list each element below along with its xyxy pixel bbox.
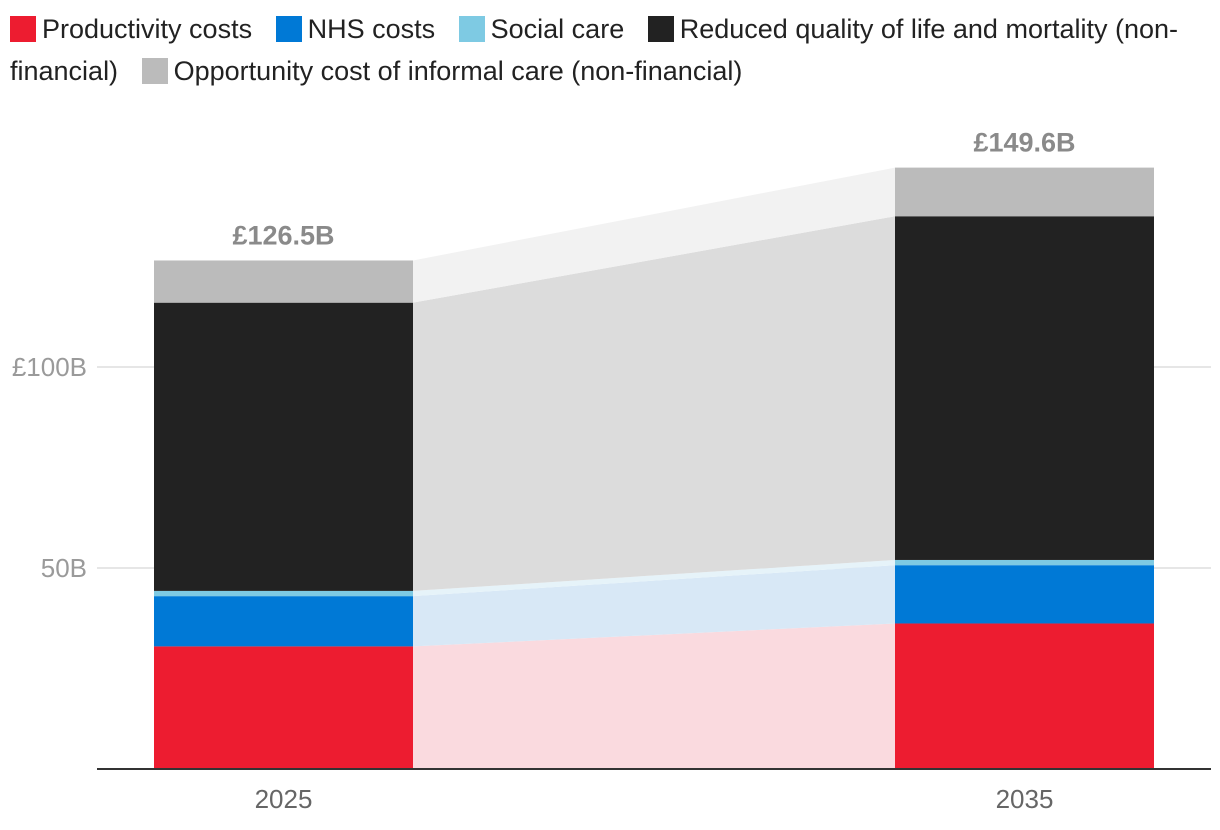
connector-bands bbox=[413, 167, 895, 769]
legend-item-social-care: Social care bbox=[458, 14, 641, 44]
band-social-care bbox=[413, 559, 895, 597]
legend-swatch-productivity bbox=[10, 16, 36, 42]
legend-swatch-social-care bbox=[458, 16, 485, 42]
legend-item-productivity: Productivity costs bbox=[10, 14, 268, 44]
y-tick-label-100: £100B bbox=[12, 352, 87, 382]
x-tick-label-2025: 2025 bbox=[255, 784, 313, 814]
legend-label-informal-care: Opportunity cost of informal care (non-f… bbox=[173, 56, 743, 86]
legend-swatch-nhs bbox=[275, 16, 302, 42]
band-informal-care bbox=[413, 167, 895, 303]
legend-swatch-quality-of-life bbox=[647, 16, 674, 42]
legend-label-quality-of-life: Reduced quality of life and mortality (n… bbox=[10, 14, 1178, 86]
legend-item-quality-of-life: Reduced quality of life and mortality (n… bbox=[10, 14, 1178, 86]
bar-2035-social-care bbox=[895, 559, 1154, 566]
legend-label-productivity: Productivity costs bbox=[42, 14, 253, 44]
bar-2035-nhs bbox=[895, 565, 1154, 624]
bar-2025-quality-of-life bbox=[154, 302, 413, 591]
bar-2025-productivity bbox=[154, 646, 413, 769]
total-label-2035: £149.6B bbox=[973, 128, 1075, 158]
band-productivity bbox=[413, 623, 895, 769]
band-quality-of-life bbox=[413, 216, 895, 591]
legend: Productivity costs NHS costs Social care… bbox=[10, 8, 1200, 92]
bar-2025-nhs bbox=[154, 596, 413, 647]
legend-swatch-informal-care bbox=[141, 58, 168, 84]
x-tick-label-2035: 2035 bbox=[996, 784, 1054, 814]
bar-2035-quality-of-life bbox=[895, 216, 1154, 560]
legend-item-informal-care: Opportunity cost of informal care (non-f… bbox=[141, 56, 759, 86]
legend-label-nhs: NHS costs bbox=[307, 14, 436, 44]
total-label-2025: £126.5B bbox=[232, 220, 334, 250]
legend-item-nhs: NHS costs bbox=[275, 14, 452, 44]
bar-2025-informal-care bbox=[154, 260, 413, 303]
y-tick-label-50: 50B bbox=[41, 553, 87, 583]
bar-2035-productivity bbox=[895, 623, 1154, 769]
bars bbox=[154, 167, 1154, 769]
bar-2035-informal-care bbox=[895, 167, 1154, 217]
legend-label-social-care: Social care bbox=[490, 14, 625, 44]
band-nhs bbox=[413, 565, 895, 647]
bar-2025-social-care bbox=[154, 590, 413, 597]
chart-labels: 50B £100B 2025 £126.5B 2035 £149.6B bbox=[12, 128, 1076, 814]
